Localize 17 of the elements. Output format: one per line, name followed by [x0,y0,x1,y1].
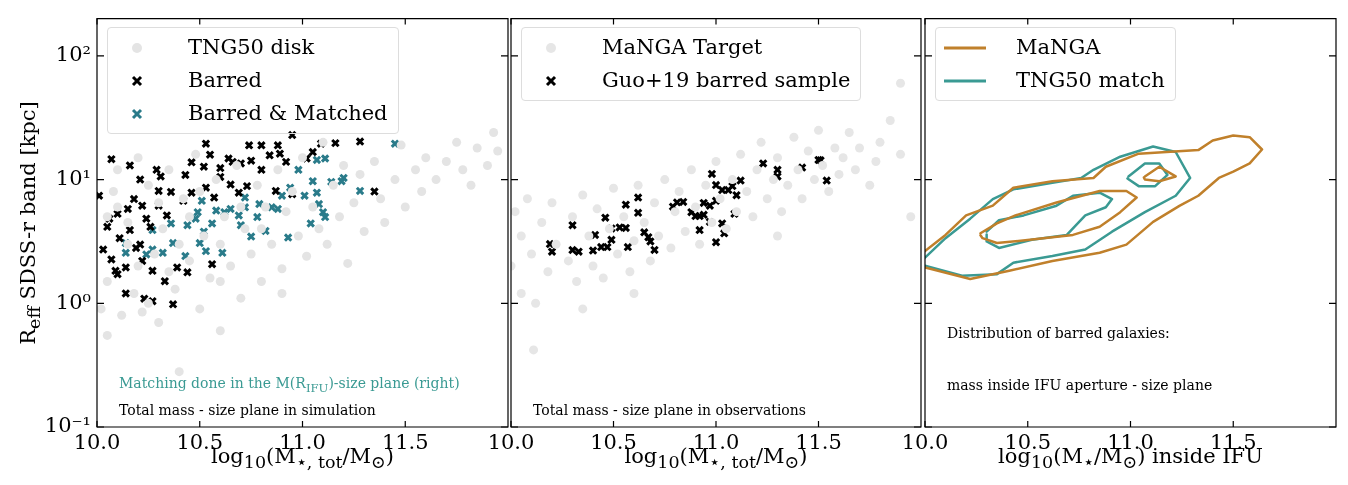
annotation: Matching done in the M(R$_{IFU}$)-size plane (right) [119,375,460,395]
annotation: mass inside IFU aperture - size plane [947,377,1213,393]
annotation: Total mass - size plane in observations [533,402,806,418]
y-tick-label: 10¹ [55,166,91,191]
legend-label: Guo+19 barred sample [602,67,851,92]
legend-label: MaNGA [1016,34,1101,59]
legend-label: Barred [188,67,262,92]
legend-label: TNG50 disk [188,34,315,59]
legend-label: TNG50 match [1016,67,1165,92]
x-tick-label: 10.0 [901,430,949,455]
y-tick-label: 10⁰ [55,289,91,314]
legend-label: Barred & Matched [188,100,388,125]
y-tick-label: 10² [55,42,91,67]
x-tick-label: 10.0 [487,430,535,455]
annotation: Distribution of barred galaxies: [947,325,1170,341]
annotation: Total mass - size plane in simulation [119,402,376,418]
legend-label: MaNGA Target [602,34,763,59]
